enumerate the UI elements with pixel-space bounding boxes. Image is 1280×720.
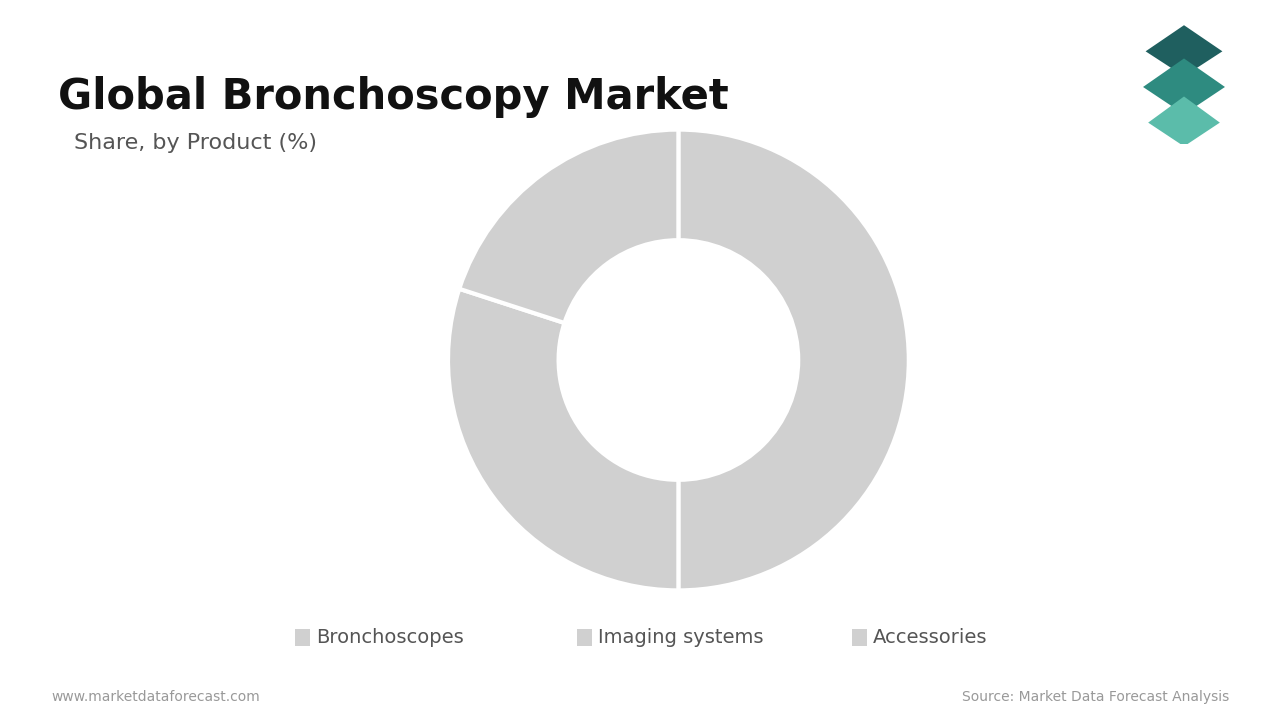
Text: Accessories: Accessories — [873, 628, 987, 647]
Text: Imaging systems: Imaging systems — [598, 628, 763, 647]
Wedge shape — [448, 289, 678, 590]
Wedge shape — [460, 130, 678, 323]
Bar — [296, 629, 310, 647]
Text: Source: Market Data Forecast Analysis: Source: Market Data Forecast Analysis — [961, 690, 1229, 704]
Text: www.marketdataforecast.com: www.marketdataforecast.com — [51, 690, 260, 704]
Polygon shape — [1148, 96, 1220, 146]
Polygon shape — [1143, 58, 1225, 114]
Text: Global Bronchoscopy Market: Global Bronchoscopy Market — [58, 76, 728, 117]
Text: Share, by Product (%): Share, by Product (%) — [74, 133, 317, 153]
Bar — [577, 629, 591, 647]
Text: Bronchoscopes: Bronchoscopes — [316, 628, 463, 647]
Circle shape — [558, 240, 799, 480]
Bar — [852, 629, 867, 647]
Polygon shape — [1146, 25, 1222, 76]
Wedge shape — [678, 130, 909, 590]
